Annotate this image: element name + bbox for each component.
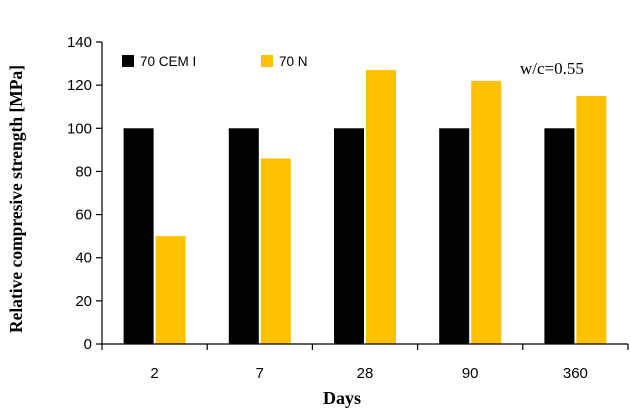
bar-70-n-7	[260, 158, 291, 344]
bar-70-cem-i-360	[544, 128, 575, 344]
legend-label: 70 CEM I	[140, 54, 196, 69]
bar-70-n-28	[366, 70, 396, 345]
x-ticks-group: 2 7 28 90 360	[101, 344, 629, 382]
bar-70-cem-i-7	[228, 128, 259, 344]
y-tick-label: 100	[67, 120, 92, 137]
y-tick-label: 40	[75, 250, 92, 267]
y-ticks-group: 0 20 40 60 80 100 120 140	[67, 34, 102, 353]
legend-swatch	[122, 55, 134, 67]
x-tick-label: 28	[357, 365, 374, 382]
bar-70-cem-i-28	[334, 128, 364, 344]
y-axis-label: Relative compresive strength [MPa]	[6, 65, 26, 333]
legend-label: 70 N	[279, 54, 308, 69]
x-tick-label: 7	[256, 365, 264, 382]
bar-70-n-90	[471, 80, 502, 344]
axes-group	[101, 42, 628, 345]
bars-group	[123, 70, 607, 345]
x-tick-label: 360	[563, 365, 588, 382]
bar-70-n-360	[576, 95, 607, 344]
y-tick-label: 120	[67, 77, 92, 94]
legend: 70 CEM I 70 N	[122, 54, 308, 69]
y-tick-label: 0	[84, 336, 92, 353]
bar-70-cem-i-2	[123, 128, 154, 344]
y-tick-label: 80	[75, 163, 92, 180]
x-tick-label: 2	[150, 365, 158, 382]
x-tick-label: 90	[462, 365, 479, 382]
legend-swatch	[261, 55, 273, 67]
annotation-wc-ratio: w/c=0.55	[520, 59, 584, 78]
y-tick-label: 20	[75, 293, 92, 310]
x-axis-label: Days	[323, 388, 361, 408]
bar-70-cem-i-90	[439, 128, 470, 344]
bar-70-n-2	[155, 236, 186, 344]
y-tick-label: 60	[75, 207, 92, 224]
y-tick-label: 140	[67, 34, 92, 51]
